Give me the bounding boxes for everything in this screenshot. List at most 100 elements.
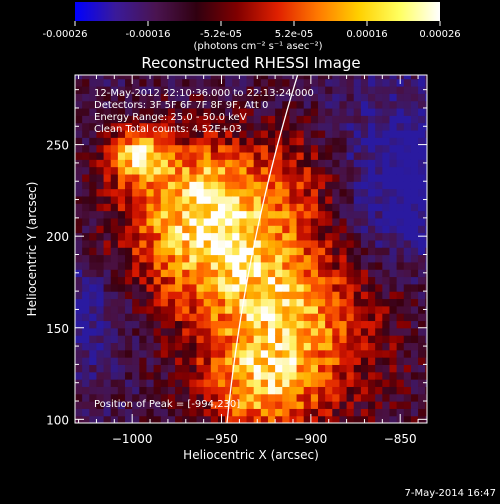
heatmap-cell [318, 386, 326, 395]
heatmap-cell [246, 239, 255, 248]
heatmap-cell [217, 269, 226, 278]
heatmap-cell [182, 137, 190, 146]
heatmap-cell [182, 122, 190, 131]
heatmap-cell [175, 254, 183, 263]
heatmap-cell [232, 393, 240, 402]
heatmap-cell [75, 247, 83, 256]
colorbar: -0.00026 -0.00016 -5.2e-05 5.2e-05 0.00016 0.… [43, 2, 461, 52]
heatmap-cell [375, 379, 383, 387]
heatmap-cell [175, 342, 183, 351]
heatmap-cell [318, 107, 326, 116]
heatmap-cell [210, 305, 219, 314]
heatmap-cell [418, 305, 426, 314]
heatmap-cell [246, 291, 255, 300]
heatmap-cell [346, 115, 355, 124]
heatmap-cell [89, 151, 98, 160]
heatmap-cell [275, 78, 283, 87]
heatmap-cell [203, 225, 212, 234]
heatmap-cell [103, 393, 112, 402]
heatmap-cell [396, 93, 405, 102]
heatmap-cell [117, 415, 126, 423]
heatmap-cell [117, 305, 126, 314]
heatmap-cell [132, 78, 140, 87]
heatmap-cell [403, 129, 412, 138]
heatmap-cell [389, 415, 398, 423]
heatmap-cell [396, 335, 405, 344]
heatmap-cell [418, 217, 426, 226]
heatmap-cell [267, 342, 276, 351]
heatmap-cell [196, 85, 205, 94]
heatmap-cell [167, 276, 176, 285]
heatmap-cell [403, 203, 412, 212]
heatmap-cell [389, 247, 398, 256]
heatmap-cell [175, 349, 183, 358]
heatmap-cell [82, 349, 90, 358]
heatmap-cell [332, 261, 341, 270]
heatmap-cell [325, 320, 333, 329]
heatmap-cell [418, 393, 426, 402]
heatmap-cell [175, 393, 183, 402]
heatmap-cell [425, 217, 427, 226]
heatmap-cell [418, 320, 426, 329]
heatmap-cell [210, 151, 219, 160]
heatmap-cell [189, 225, 198, 234]
heatmap-cell [289, 408, 298, 417]
heatmap-cell [418, 78, 426, 87]
heatmap-cell [146, 247, 155, 256]
heatmap-cell [332, 313, 341, 322]
heatmap-cell [96, 232, 105, 241]
heatmap-cell [132, 298, 140, 307]
heatmap-cell [289, 386, 298, 395]
heatmap-cell [132, 327, 140, 336]
heatmap-cell [410, 151, 419, 160]
heatmap-cell [353, 349, 362, 358]
heatmap-cell [117, 386, 126, 395]
heatmap-cell [75, 210, 83, 219]
heatmap-cell [403, 107, 412, 116]
heatmap-cell [389, 313, 398, 322]
heatmap-cell [246, 137, 255, 146]
heatmap-cell [139, 129, 148, 138]
heatmap-cell [232, 232, 240, 241]
heatmap-cell [125, 173, 133, 182]
heatmap-cell [303, 85, 312, 94]
heatmap-cell [382, 393, 391, 402]
heatmap-cell [403, 269, 412, 278]
heatmap-cell [310, 195, 319, 204]
heatmap-cell [253, 254, 262, 263]
heatmap-cell [210, 254, 219, 263]
heatmap-cell [232, 254, 240, 263]
heatmap-cell [332, 217, 341, 226]
heatmap-cell [75, 357, 83, 365]
heatmap-cell [332, 78, 341, 87]
heatmap-cell [160, 254, 169, 263]
heatmap-cell [110, 247, 119, 256]
heatmap-cell [239, 85, 248, 94]
heatmap-cell [253, 386, 262, 395]
heatmap-cell [75, 349, 83, 358]
heatmap-cell [239, 122, 248, 131]
heatmap-cell [96, 137, 105, 146]
heatmap-cell [232, 173, 240, 182]
heatmap-cell [110, 357, 119, 365]
heatmap-cell [153, 151, 162, 160]
heatmap-cell [196, 217, 205, 226]
heatmap-cell [196, 232, 205, 241]
heatmap-cell [196, 408, 205, 417]
heatmap-cell [182, 371, 190, 380]
heatmap-cell [125, 166, 133, 175]
heatmap-cell [103, 269, 112, 278]
heatmap-cell [175, 107, 183, 116]
heatmap-cell [332, 100, 341, 109]
heatmap-cell [246, 195, 255, 204]
heatmap-cell [253, 393, 262, 402]
heatmap-cell [182, 357, 190, 365]
heatmap-cell [210, 298, 219, 307]
heatmap-cell [332, 173, 341, 182]
heatmap-cell [153, 225, 162, 234]
heatmap-cell [360, 239, 369, 248]
heatmap-cell [282, 313, 291, 322]
heatmap-cell [239, 93, 248, 102]
heatmap-cell [253, 239, 262, 248]
heatmap-cell [160, 320, 169, 329]
